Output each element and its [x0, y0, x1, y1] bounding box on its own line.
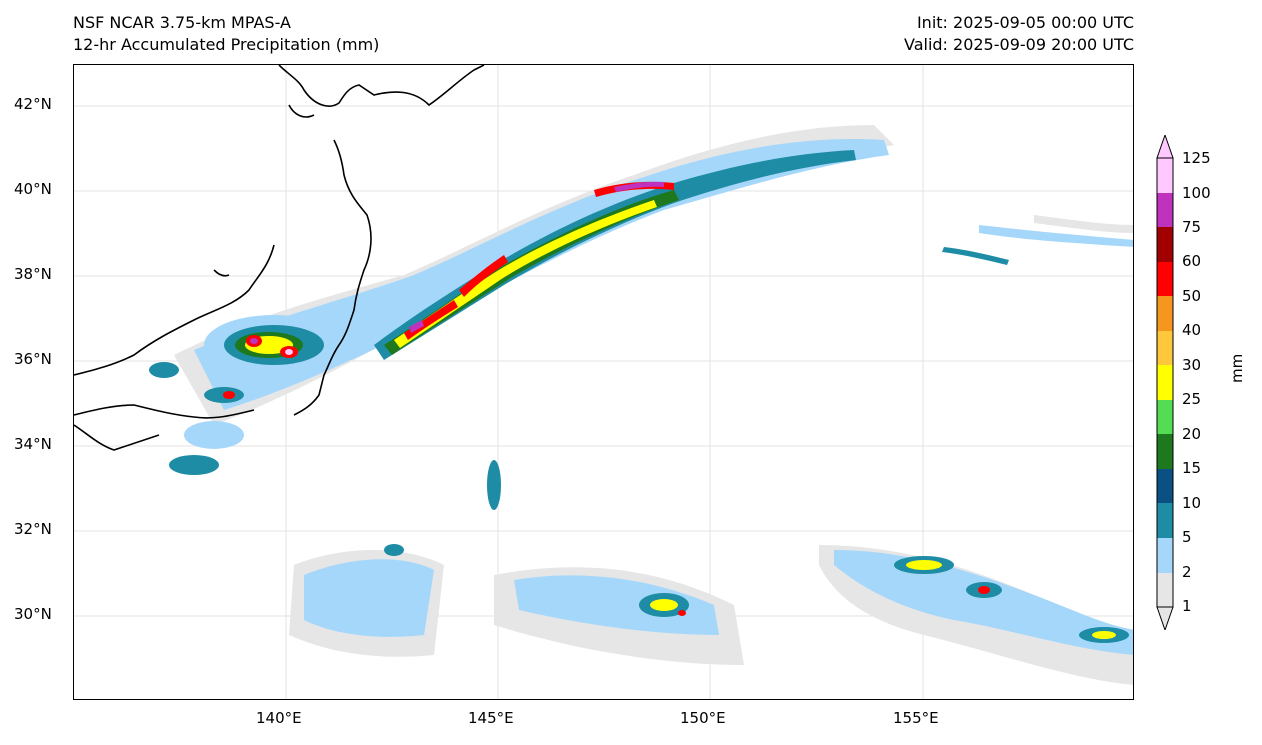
- cbar-label-20: 20: [1182, 425, 1202, 443]
- cbar-seg-8: [1157, 331, 1173, 365]
- rain-cells-south: [289, 460, 1133, 685]
- east-band-teal: [942, 247, 1009, 265]
- south-west-blue: [304, 559, 434, 637]
- coast-hokkaido: [278, 65, 485, 107]
- cbar-label-15: 15: [1182, 459, 1202, 477]
- south-mid-cell-2: [650, 599, 678, 611]
- coast-shikoku: [74, 424, 160, 451]
- rain-band-main: [174, 125, 894, 425]
- cbar-label-5: 5: [1182, 528, 1192, 546]
- cell-japan-7: [250, 338, 258, 344]
- east-band-lightblue: [979, 225, 1133, 247]
- south-east-cell-4: [978, 586, 990, 594]
- coast-west-japan: [74, 404, 255, 419]
- colorbar: [1156, 135, 1174, 630]
- cbar-label-100: 100: [1182, 184, 1211, 202]
- precip-map: [74, 65, 1133, 699]
- cbar-seg-6: [1157, 400, 1173, 434]
- south-east-cell-2: [906, 560, 942, 570]
- band-lightblue: [194, 139, 889, 410]
- lon-label-140: 140°E: [256, 709, 302, 727]
- south-east-cell-6: [1092, 631, 1116, 639]
- init-time: Init: 2025-09-05 00:00 UTC: [916, 13, 1134, 32]
- cbar-seg-11: [1157, 227, 1173, 262]
- cell-japan-10: [223, 391, 235, 399]
- lat-label-42: 42°N: [14, 95, 52, 113]
- rain-band-east: [942, 215, 1133, 265]
- title-right: Init: 2025-09-05 00:00 UTC Valid: 2025-0…: [904, 12, 1134, 56]
- south-east-blue: [834, 550, 1133, 655]
- lat-label-32: 32°N: [14, 520, 52, 538]
- south-mid-cell-3: [678, 610, 686, 616]
- south-mid-blue: [514, 575, 719, 635]
- lon-label-150: 150°E: [680, 709, 726, 727]
- coast-sado: [213, 269, 230, 277]
- cbar-label-2: 2: [1182, 563, 1192, 581]
- coast-honshu-west: [74, 244, 275, 376]
- cbar-seg-5: [1157, 434, 1173, 469]
- east-band-gray: [1034, 215, 1133, 233]
- lat-label-36: 36°N: [14, 350, 52, 368]
- cbar-label-125: 125: [1182, 149, 1211, 167]
- band-teal: [374, 150, 856, 360]
- cbar-seg-9: [1157, 296, 1173, 331]
- lon-label-145: 145°E: [468, 709, 514, 727]
- south-west-cell: [384, 544, 404, 556]
- colorbar-unit: mm: [1228, 353, 1246, 383]
- cbar-outline: [1156, 157, 1174, 608]
- cbar-label-75: 75: [1182, 218, 1202, 236]
- lat-label-30: 30°N: [14, 605, 52, 623]
- cbar-seg-2: [1157, 538, 1173, 573]
- cell-japan-8: [285, 349, 293, 355]
- cbar-label-60: 60: [1182, 252, 1202, 270]
- cbar-seg-0: [1156, 606, 1174, 630]
- coastline: [74, 65, 485, 451]
- cbar-label-50: 50: [1182, 287, 1202, 305]
- cbar-label-40: 40: [1182, 321, 1202, 339]
- lat-label-38: 38°N: [14, 265, 52, 283]
- cbar-seg-13: [1157, 158, 1173, 193]
- map-panel: [73, 64, 1134, 700]
- cbar-label-1: 1: [1182, 597, 1192, 615]
- valid-time: Valid: 2025-09-09 20:00 UTC: [903, 35, 1134, 54]
- cbar-seg-4: [1157, 469, 1173, 503]
- cbar-label-30: 30: [1182, 356, 1202, 374]
- coast-hokkaido-west: [288, 104, 315, 118]
- lat-label-34: 34°N: [14, 435, 52, 453]
- cbar-seg-7: [1157, 365, 1173, 400]
- cbar-label-10: 10: [1182, 494, 1202, 512]
- title-left: NSF NCAR 3.75-km MPAS-A 12-hr Accumulate…: [73, 12, 379, 56]
- cbar-top-arrow: [1156, 135, 1174, 159]
- band-yellow: [394, 200, 657, 348]
- cell-japan-12: [184, 421, 244, 449]
- lon-label-155: 155°E: [893, 709, 939, 727]
- cbar-seg-3: [1157, 503, 1173, 538]
- lat-label-40: 40°N: [14, 180, 52, 198]
- cbar-label-25: 25: [1182, 390, 1202, 408]
- rain-cells-japan: [149, 315, 344, 475]
- model-title: NSF NCAR 3.75-km MPAS-A: [73, 13, 291, 32]
- cbar-seg-12: [1157, 193, 1173, 227]
- south-east-cell-7: [487, 460, 501, 510]
- cbar-seg-1: [1157, 573, 1173, 607]
- cell-japan-11: [149, 362, 179, 378]
- cell-japan-13: [169, 455, 219, 475]
- field-title: 12-hr Accumulated Precipitation (mm): [73, 35, 380, 54]
- cbar-seg-10: [1157, 262, 1173, 296]
- coast-honshu-north: [293, 139, 372, 416]
